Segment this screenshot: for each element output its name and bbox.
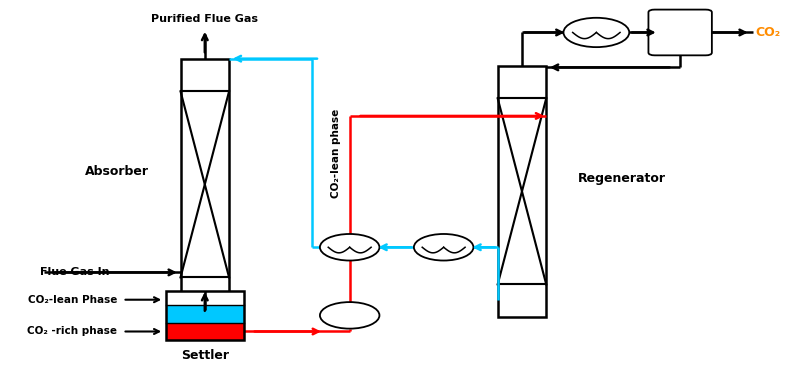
Text: Absorber: Absorber xyxy=(85,165,149,178)
Bar xyxy=(165,291,244,340)
Text: CO₂: CO₂ xyxy=(755,26,781,39)
Text: Regenerator: Regenerator xyxy=(577,172,665,185)
Text: Purified Flue Gas: Purified Flue Gas xyxy=(151,14,259,24)
Bar xyxy=(498,66,547,317)
Bar xyxy=(165,323,244,340)
Text: Flue Gas In: Flue Gas In xyxy=(40,268,110,277)
FancyBboxPatch shape xyxy=(649,9,712,55)
Circle shape xyxy=(414,234,473,261)
Bar xyxy=(165,291,244,305)
Text: CO₂ -rich phase: CO₂ -rich phase xyxy=(27,327,117,337)
Circle shape xyxy=(563,18,630,47)
Bar xyxy=(165,305,244,323)
Circle shape xyxy=(320,302,380,328)
Text: Settler: Settler xyxy=(181,349,229,362)
Text: CO₂-lean phase: CO₂-lean phase xyxy=(331,108,341,197)
Bar xyxy=(180,59,229,310)
Text: CO₂-lean Phase: CO₂-lean Phase xyxy=(28,295,117,305)
Circle shape xyxy=(320,234,380,261)
